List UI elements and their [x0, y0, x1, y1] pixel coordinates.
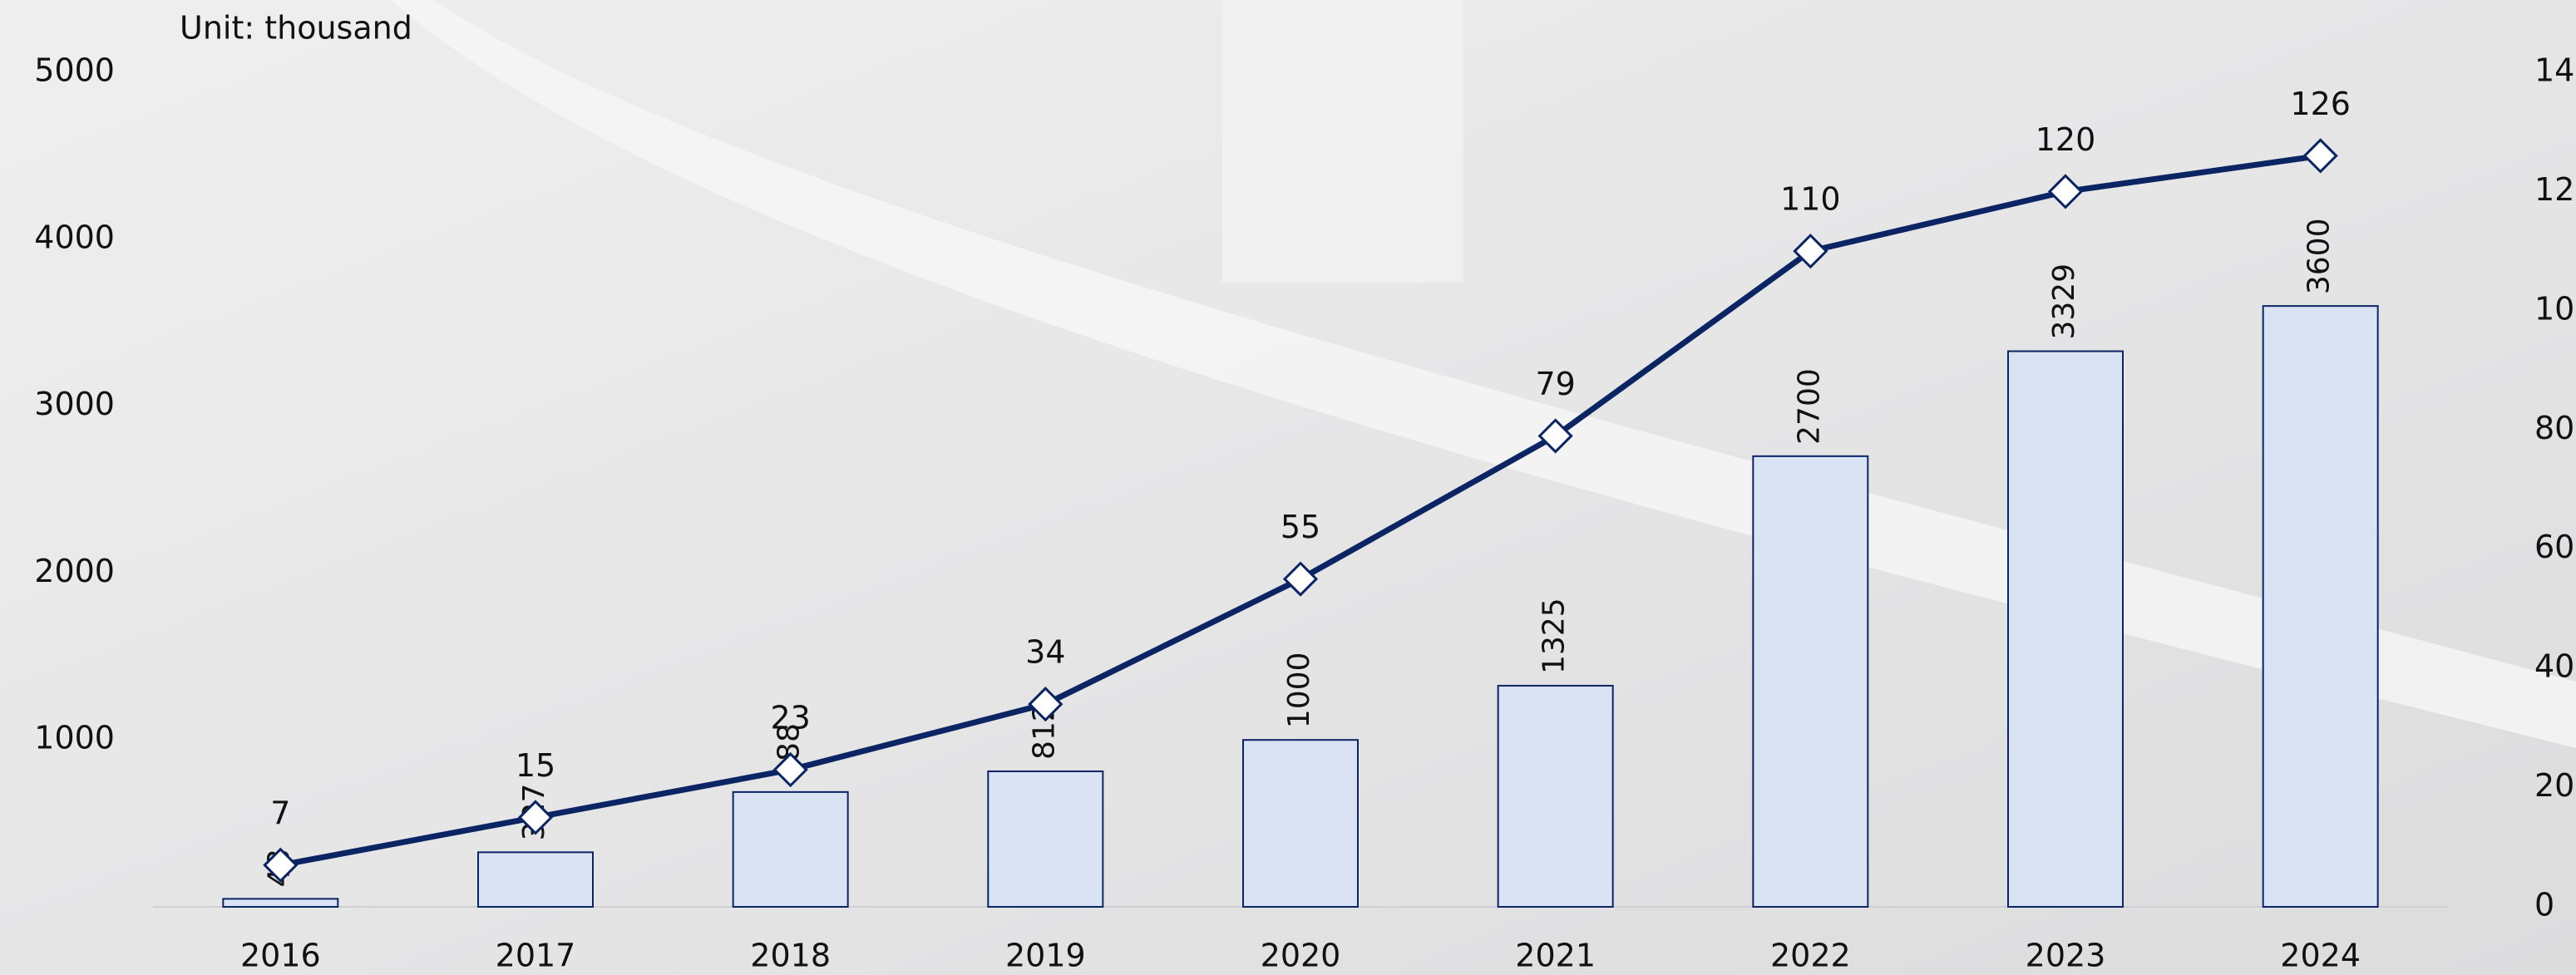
line-value-label: 23	[770, 700, 810, 736]
y-tick-label: 5000	[34, 52, 115, 89]
bar	[2007, 350, 2124, 908]
line-value-label: 79	[1535, 366, 1575, 402]
bar	[222, 898, 339, 908]
bar	[1242, 739, 1359, 909]
line-marker	[2047, 174, 2084, 209]
line-value-label: 15	[516, 747, 555, 784]
bar	[987, 770, 1104, 908]
bar	[1752, 455, 1869, 908]
line-value-label: 34	[1025, 634, 1065, 671]
x-tick-label: 2021	[1515, 938, 1596, 974]
y2-tick-label: 100	[2534, 290, 2576, 327]
unit-label: Unit: thousand	[180, 10, 412, 47]
y-tick-label: 1000	[34, 720, 115, 756]
y-tick-label: 3000	[34, 386, 115, 422]
y2-tick-label: 140	[2534, 52, 2576, 89]
x-tick-label: 2017	[496, 938, 576, 974]
line-marker	[1282, 561, 1319, 597]
line-value-label: 110	[1780, 181, 1841, 218]
bar	[2262, 305, 2379, 908]
line-value-label: 55	[1281, 509, 1320, 545]
bar-value-label: 3329	[2047, 263, 2081, 340]
bar-value-label: 1325	[1537, 598, 1572, 674]
line-marker	[517, 800, 554, 835]
x-tick-label: 2023	[2026, 938, 2106, 974]
line-marker	[2302, 138, 2338, 174]
line-value-label: 120	[2036, 121, 2096, 158]
bar	[477, 851, 594, 908]
bar-value-label: 3600	[2302, 218, 2337, 294]
x-tick-label: 2018	[750, 938, 831, 974]
bar-value-label: 1000	[1282, 652, 1316, 729]
line-value-label: 126	[2290, 86, 2351, 122]
y2-tick-label: 120	[2534, 171, 2576, 208]
line-marker	[1028, 687, 1063, 722]
x-tick-label: 2019	[1005, 938, 1086, 974]
y-tick-label: 4000	[34, 219, 115, 255]
line-marker	[772, 751, 808, 788]
y2-tick-label: 40	[2534, 648, 2574, 685]
line-marker	[1793, 234, 1828, 269]
y2-tick-label: 0	[2534, 887, 2554, 923]
x-tick-label: 2024	[2280, 938, 2361, 974]
bar-value-label: 2700	[1792, 368, 1826, 445]
y2-tick-label: 60	[2534, 529, 2574, 565]
background-pillar	[1222, 0, 1463, 283]
y2-tick-label: 80	[2534, 410, 2574, 446]
y2-tick-label: 20	[2534, 767, 2574, 804]
y-tick-label: 2000	[34, 553, 115, 589]
line-marker	[1537, 418, 1573, 454]
line-value-label: 7	[270, 795, 290, 831]
bar	[1497, 684, 1614, 908]
bar	[732, 790, 849, 909]
x-tick-label: 2022	[1770, 938, 1851, 974]
line-marker	[263, 847, 299, 883]
x-tick-label: 2016	[240, 938, 321, 974]
x-tick-label: 2020	[1261, 938, 1341, 974]
